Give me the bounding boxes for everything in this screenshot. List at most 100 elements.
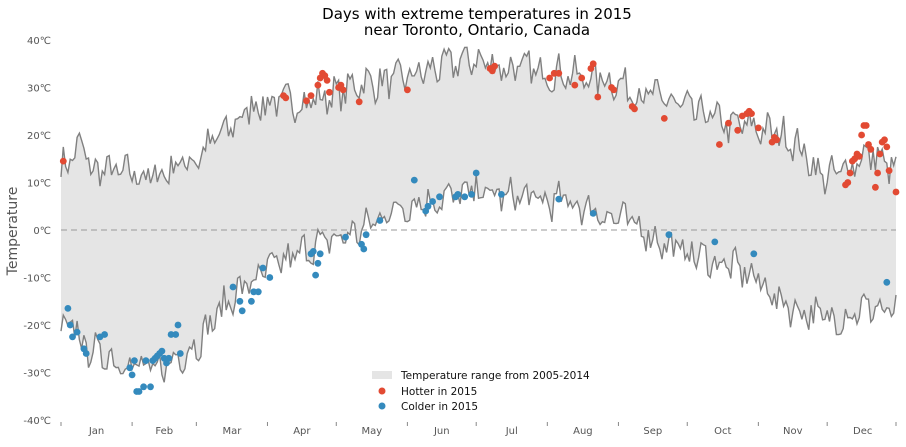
- record-low-line: [60, 174, 897, 383]
- y-tick-label: 20℃: [27, 131, 51, 142]
- colder-point: [238, 307, 246, 315]
- hotter-point: [589, 60, 597, 68]
- colder-point: [69, 333, 76, 341]
- hotter-point: [404, 86, 411, 94]
- hotter-point: [872, 183, 879, 191]
- chart-subtitle: near Toronto, Ontario, Canada: [364, 21, 590, 39]
- hotter-point: [867, 145, 875, 153]
- hotter-point: [610, 86, 618, 94]
- x-tick-label: May: [361, 426, 382, 437]
- legend-marker-hotter: [378, 387, 386, 395]
- colder-point: [142, 357, 150, 364]
- colder-point: [64, 305, 72, 312]
- hotter-point: [631, 105, 638, 113]
- plot-area: -40℃ -30℃ -20℃ -10℃ 0℃ 10℃ 20℃ 30℃ 40℃ Jan Feb Mar A…: [23, 36, 900, 437]
- colder-point: [454, 191, 462, 198]
- colder-point: [229, 283, 237, 291]
- hotter-point: [555, 69, 563, 77]
- hotter-point: [876, 150, 884, 158]
- colder-point: [266, 274, 274, 281]
- colder-point: [174, 321, 182, 329]
- colder-point: [147, 383, 154, 391]
- colder-point: [360, 245, 368, 253]
- hotter-point: [885, 167, 893, 175]
- y-tick-label: 30℃: [27, 84, 51, 95]
- hotter-point: [874, 169, 881, 177]
- colder-point: [131, 357, 138, 364]
- hotter-point: [846, 169, 854, 177]
- colder-point: [172, 331, 180, 338]
- y-axis-label: Temperature: [5, 187, 21, 277]
- colder-point: [376, 217, 384, 224]
- x-tick-label: Mar: [222, 426, 242, 437]
- legend-label-hotter: Hotter in 2015: [401, 386, 477, 398]
- hotter-point: [339, 86, 347, 94]
- y-tick-label: -40℃: [23, 416, 51, 427]
- y-tick-label: 10℃: [27, 179, 51, 190]
- y-tick-label: 0℃: [33, 226, 51, 237]
- y-tick-label: -30℃: [23, 369, 51, 380]
- hotter-point: [303, 97, 310, 105]
- hotter-point: [323, 77, 331, 84]
- hotter-point: [660, 115, 668, 122]
- temperature-range-area: [61, 47, 896, 383]
- colder-point: [66, 321, 74, 329]
- x-tick-label: Feb: [155, 426, 173, 437]
- legend-marker-colder: [378, 402, 386, 410]
- hotter-point: [892, 188, 900, 196]
- colder-point: [101, 331, 108, 338]
- hotter-point: [571, 81, 579, 89]
- hotter-point: [355, 98, 363, 106]
- x-tick-label: Nov: [783, 426, 803, 437]
- colder-point: [128, 371, 136, 379]
- hotter-point: [716, 141, 723, 148]
- colder-point: [342, 233, 349, 241]
- colder-point: [236, 297, 244, 305]
- x-tick-label: Dec: [853, 426, 872, 437]
- hotter-point: [594, 93, 602, 101]
- x-tick-label: Jul: [505, 426, 518, 437]
- hotter-point: [59, 157, 67, 165]
- colder-point: [82, 350, 90, 357]
- x-tick-label: Aug: [573, 426, 593, 437]
- hotter-point: [881, 136, 888, 144]
- x-tick-label: Jun: [433, 426, 450, 437]
- colder-point: [665, 231, 673, 239]
- colder-point: [555, 195, 563, 203]
- y-tick-label: -20℃: [23, 321, 51, 332]
- x-tick-label: Apr: [293, 426, 311, 437]
- x-tick-label: Jan: [88, 426, 104, 437]
- colder-point: [498, 191, 505, 198]
- colder-point: [883, 278, 891, 286]
- y-tick-label: -10℃: [23, 274, 51, 285]
- legend-swatch-range: [372, 371, 392, 379]
- hotter-point: [883, 143, 891, 151]
- colder-point: [429, 198, 436, 205]
- colder-point: [248, 297, 255, 305]
- colder-point: [312, 271, 319, 279]
- x-tick-label: Oct: [714, 426, 731, 437]
- colder-point: [135, 388, 143, 395]
- colder-point: [589, 210, 597, 217]
- legend-label-colder: Colder in 2015: [401, 401, 478, 413]
- colder-point: [176, 350, 184, 357]
- colder-point: [165, 354, 173, 362]
- colder-point: [468, 191, 475, 198]
- colder-point: [436, 193, 443, 201]
- hotter-point: [282, 94, 290, 102]
- x-tick-label: Sep: [643, 426, 662, 437]
- hotter-point: [546, 74, 553, 82]
- colder-point: [158, 347, 166, 355]
- colder-point: [461, 193, 469, 201]
- colder-point: [750, 250, 758, 258]
- colder-point: [472, 169, 480, 177]
- colder-point: [424, 202, 432, 210]
- y-tick-label: 40℃: [27, 36, 51, 47]
- legend-label-range: Temperature range from 2005-2014: [400, 370, 590, 382]
- colder-point: [711, 238, 719, 246]
- hotter-point: [755, 124, 762, 132]
- hotter-point: [773, 136, 781, 144]
- colder-point: [73, 328, 81, 336]
